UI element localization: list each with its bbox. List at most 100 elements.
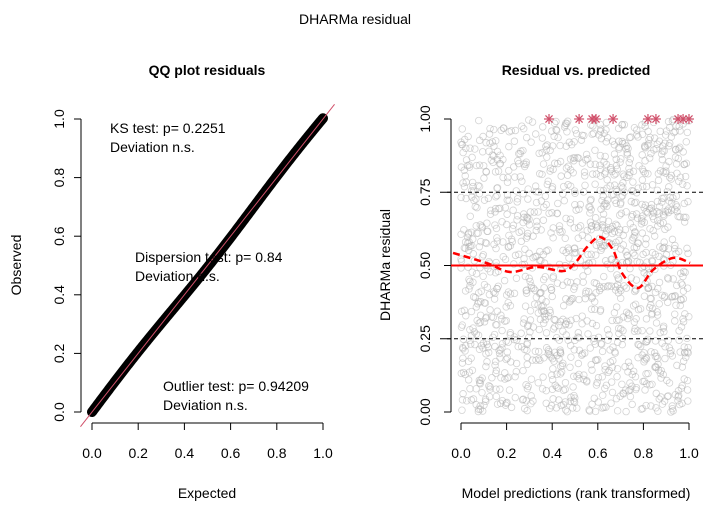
residual-point bbox=[531, 252, 539, 261]
residual-point bbox=[554, 199, 562, 208]
residual-point bbox=[543, 153, 551, 161]
qq-y-tick-label: 0.6 bbox=[51, 226, 67, 246]
residual-point bbox=[503, 191, 512, 199]
residual-point bbox=[631, 373, 640, 381]
residual-point bbox=[550, 315, 558, 324]
residual-point bbox=[531, 347, 540, 355]
residual-point bbox=[681, 349, 689, 357]
residual-point bbox=[485, 290, 494, 299]
residual-point bbox=[661, 139, 669, 147]
residual-point bbox=[522, 234, 531, 242]
residual-point bbox=[488, 374, 496, 382]
residual-point bbox=[604, 281, 613, 290]
residual-point bbox=[544, 177, 552, 185]
residual-point bbox=[665, 379, 674, 387]
residual-point bbox=[471, 145, 479, 153]
residual-point bbox=[672, 201, 680, 209]
residual-point bbox=[521, 302, 530, 310]
residual-point bbox=[565, 246, 573, 254]
residual-point bbox=[667, 199, 676, 207]
residual-point bbox=[570, 282, 579, 291]
residual-point bbox=[582, 287, 590, 295]
residual-point bbox=[462, 312, 470, 320]
residual-point bbox=[525, 333, 533, 342]
residual-point bbox=[631, 232, 639, 240]
residual-point bbox=[466, 336, 474, 345]
residual-point bbox=[638, 326, 646, 335]
residual-point bbox=[680, 343, 688, 351]
residual-point bbox=[511, 393, 520, 402]
residual-point bbox=[458, 140, 467, 149]
residual-point bbox=[480, 401, 488, 409]
residual-point bbox=[559, 190, 567, 198]
residual-point bbox=[542, 344, 551, 352]
residual-point bbox=[624, 358, 633, 366]
residual-point bbox=[559, 315, 567, 324]
residual-point bbox=[618, 137, 626, 146]
residual-point bbox=[601, 152, 609, 161]
residual-point bbox=[466, 326, 474, 334]
residual-point bbox=[482, 314, 490, 322]
outlier-star bbox=[574, 114, 585, 124]
residual-point bbox=[635, 162, 643, 170]
residual-point bbox=[475, 116, 483, 125]
residual-point bbox=[575, 295, 583, 304]
residual-point bbox=[461, 342, 470, 350]
residual-point bbox=[534, 301, 542, 309]
residual-point bbox=[616, 225, 624, 234]
residual-point bbox=[505, 231, 513, 240]
residual-point bbox=[614, 274, 622, 282]
residual-point bbox=[539, 307, 548, 315]
residual-point bbox=[653, 197, 662, 206]
residual-point bbox=[578, 231, 586, 239]
residual-point bbox=[671, 391, 680, 399]
residual-point bbox=[544, 246, 552, 254]
residual-point bbox=[525, 215, 533, 223]
residual-point bbox=[656, 219, 665, 227]
residual-point bbox=[588, 130, 596, 139]
residual-point bbox=[680, 375, 688, 383]
residual-point bbox=[510, 260, 518, 268]
residual-point bbox=[610, 141, 619, 149]
residual-point bbox=[586, 218, 595, 226]
residual-point bbox=[511, 372, 519, 381]
residual-point bbox=[526, 307, 535, 315]
residual-point bbox=[596, 307, 605, 315]
residual-point bbox=[587, 305, 596, 313]
residual-point bbox=[639, 182, 647, 191]
residual-point bbox=[586, 407, 594, 415]
residual-point bbox=[679, 148, 687, 156]
residual-point bbox=[491, 361, 499, 369]
residual-point bbox=[556, 370, 565, 378]
residual-point bbox=[539, 373, 547, 381]
residual-point bbox=[681, 268, 689, 277]
residual-point bbox=[507, 403, 516, 412]
residual-point bbox=[496, 385, 504, 393]
residual-point bbox=[493, 184, 502, 192]
residual-point bbox=[655, 278, 664, 287]
residual-point bbox=[459, 390, 467, 398]
residual-point bbox=[524, 195, 532, 203]
residual-point bbox=[673, 361, 681, 370]
residual-point bbox=[467, 187, 476, 195]
residual-point bbox=[567, 316, 575, 325]
residual-point bbox=[638, 151, 646, 159]
residual-point bbox=[624, 144, 632, 153]
residual-point bbox=[610, 150, 619, 158]
residual-point bbox=[642, 370, 650, 378]
residual-point bbox=[659, 322, 668, 330]
residual-point bbox=[547, 229, 555, 237]
residual-point bbox=[571, 126, 580, 134]
residual-point bbox=[567, 295, 576, 303]
residual-point bbox=[641, 386, 649, 394]
outlier-star-stroke bbox=[575, 115, 584, 123]
residual-point bbox=[570, 397, 578, 405]
residual-point bbox=[527, 138, 535, 146]
residual-point bbox=[610, 181, 619, 189]
residual-point bbox=[621, 225, 630, 234]
residual-point bbox=[559, 182, 568, 191]
residual-point bbox=[458, 406, 466, 414]
residual-point bbox=[483, 219, 491, 227]
residual-point bbox=[555, 396, 563, 404]
